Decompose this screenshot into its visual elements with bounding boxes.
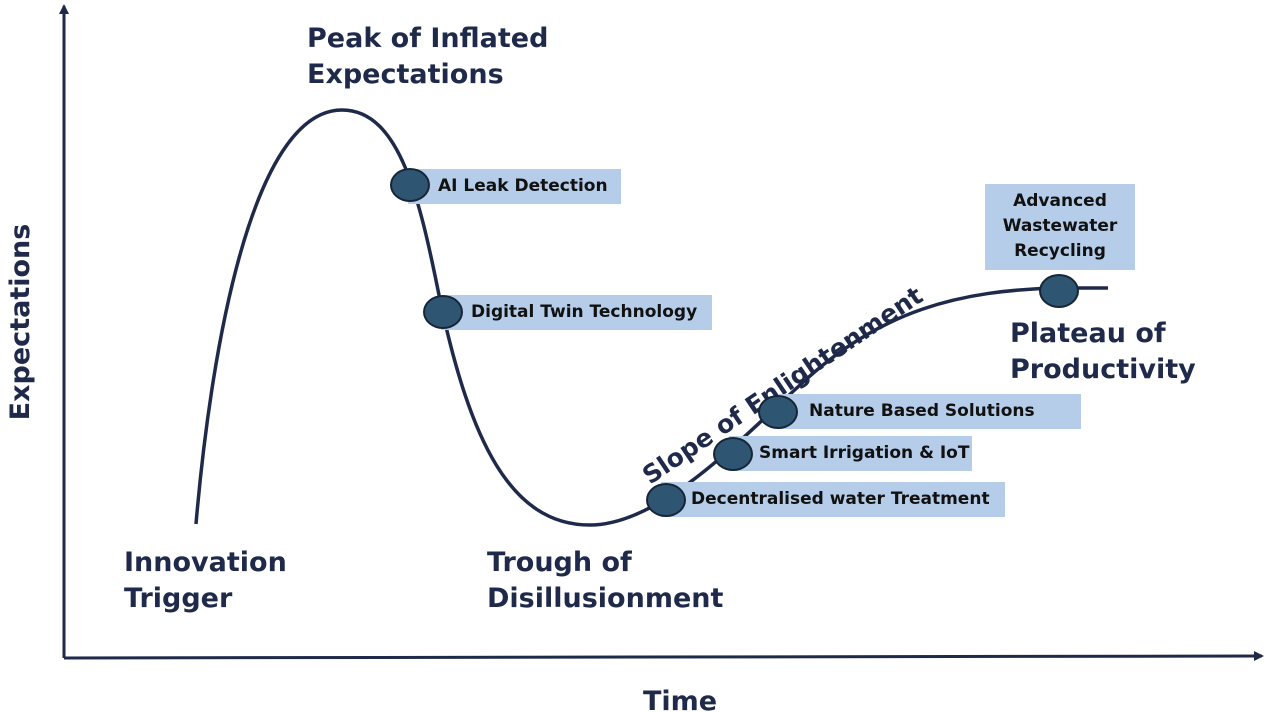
marker-smart-irrigation: [713, 437, 753, 471]
marker-digital-twin: [423, 295, 463, 329]
phase-trigger-line1: Innovation: [124, 547, 287, 578]
phase-trough-line2: Disillusionment: [487, 583, 723, 614]
marker-nature-based-solutions: [758, 395, 798, 429]
tech-decentralised-treatment: Decentralised water Treatment: [661, 482, 1005, 517]
phase-trough-line1: Trough of: [487, 547, 632, 578]
marker-ai-leak-detection: [390, 168, 430, 202]
phase-plateau-line1: Plateau of: [1010, 318, 1166, 349]
tech-ai-leak-detection: AI Leak Detection: [408, 169, 621, 204]
x-axis: [63, 651, 1264, 662]
hype-curve: [194, 108, 1108, 527]
tech-digital-twin: Digital Twin Technology: [441, 295, 712, 330]
phase-peak-line2: Expectations: [307, 59, 504, 90]
phase-peak-line1: Peak of Inflated: [307, 23, 548, 54]
tech-nature-based-solutions: Nature Based Solutions: [779, 394, 1081, 429]
phase-trigger-line2: Trigger: [124, 583, 233, 614]
x-axis-label: Time: [643, 686, 717, 712]
tech-smart-irrigation: Smart Irrigation & IoT: [729, 436, 972, 471]
y-axis-label: Expectations: [5, 224, 36, 421]
marker-advanced-wastewater: [1039, 274, 1079, 308]
tech-advanced-wastewater: Advanced Wastewater Recycling: [985, 184, 1135, 270]
marker-decentralised-treatment: [646, 483, 686, 517]
phase-plateau-line2: Productivity: [1010, 354, 1196, 385]
